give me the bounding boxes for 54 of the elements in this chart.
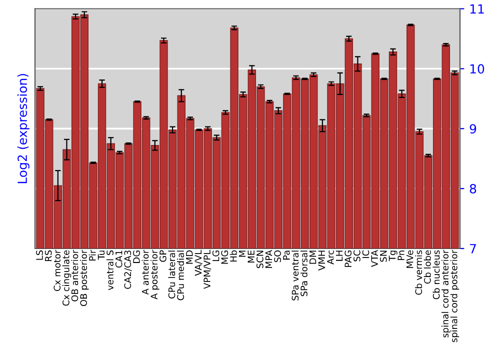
x-tick-label: Arc xyxy=(327,250,334,264)
x-tick-label: VTA xyxy=(371,250,378,267)
x-tick-label: ventral S xyxy=(106,250,114,290)
x-tick-label: SPa dorsal xyxy=(300,250,308,296)
x-tick-label: CPu medial xyxy=(177,250,184,300)
x-tick-label: LG xyxy=(212,250,220,262)
x-tick-label: LS xyxy=(36,250,43,260)
y-tick-label: 8 xyxy=(470,184,476,194)
x-tick-label: MPA xyxy=(265,250,272,268)
x-tick-label: M xyxy=(239,250,246,257)
x-tick-label: Tu xyxy=(98,250,105,260)
x-tick-label: MVe xyxy=(406,250,414,268)
x-tick-label: VA/VL xyxy=(194,250,202,276)
x-tick-label: SCN xyxy=(256,250,264,268)
x-tick-label: Cb nucleus xyxy=(432,250,440,300)
x-tick-label: spinal cord anterior xyxy=(442,250,450,338)
x-tick-label: SO xyxy=(274,250,281,262)
x-tick-label: VPM/VPL xyxy=(204,250,212,289)
y-tick-label: 11 xyxy=(470,4,484,14)
x-tick-label: GP xyxy=(160,250,166,262)
x-tick-label: IC xyxy=(362,250,370,258)
x-tick-label: DG xyxy=(133,250,140,263)
x-tick-label: CPu lateral xyxy=(168,250,176,298)
x-tick-label: CA1 xyxy=(115,250,122,268)
x-tick-label: A anterior xyxy=(142,250,149,295)
x-tick-label: OB posterior xyxy=(80,250,89,306)
x-tick-label: OB anterior xyxy=(71,250,78,302)
x-tick-label: Pir xyxy=(88,250,96,260)
x-tick-label: Cx motor xyxy=(54,250,61,291)
x-tick-label: MD xyxy=(186,250,193,264)
x-tick-label: Pa xyxy=(283,250,290,260)
x-tick-label: Cb vermis xyxy=(415,250,422,295)
y-tick-label: 10 xyxy=(470,64,484,74)
x-tick-label: MG xyxy=(221,250,228,264)
x-tick-label: SPa ventral xyxy=(292,250,299,300)
y-tick-label: 7 xyxy=(470,244,476,254)
x-tick-label: CA2/CA3 xyxy=(124,250,132,289)
x-tick-label: Hb xyxy=(230,250,237,262)
y-tick-label: 9 xyxy=(470,124,476,134)
x-tick-label: SC xyxy=(354,250,360,262)
x-tick-label: Cb lobe xyxy=(424,250,431,284)
x-tick-label: Tg xyxy=(388,250,398,262)
x-tick-label: VMH xyxy=(318,250,325,271)
x-tick-label: PAG xyxy=(344,250,352,267)
x-tick-label: SN xyxy=(380,250,387,262)
x-tick-label: A posterior xyxy=(150,250,160,300)
y-axis-title: Log2 (expression) xyxy=(17,74,30,184)
x-tick-label: Pn xyxy=(398,250,404,260)
x-tick-label: ME xyxy=(248,250,254,262)
x-tick-label: Cx cingulate xyxy=(62,250,72,306)
x-tick-label: DM xyxy=(310,250,316,264)
x-tick-label: RS xyxy=(44,250,52,262)
x-tick-label: spinal cord posterior xyxy=(450,250,460,342)
x-tick-label: LH xyxy=(336,250,343,261)
